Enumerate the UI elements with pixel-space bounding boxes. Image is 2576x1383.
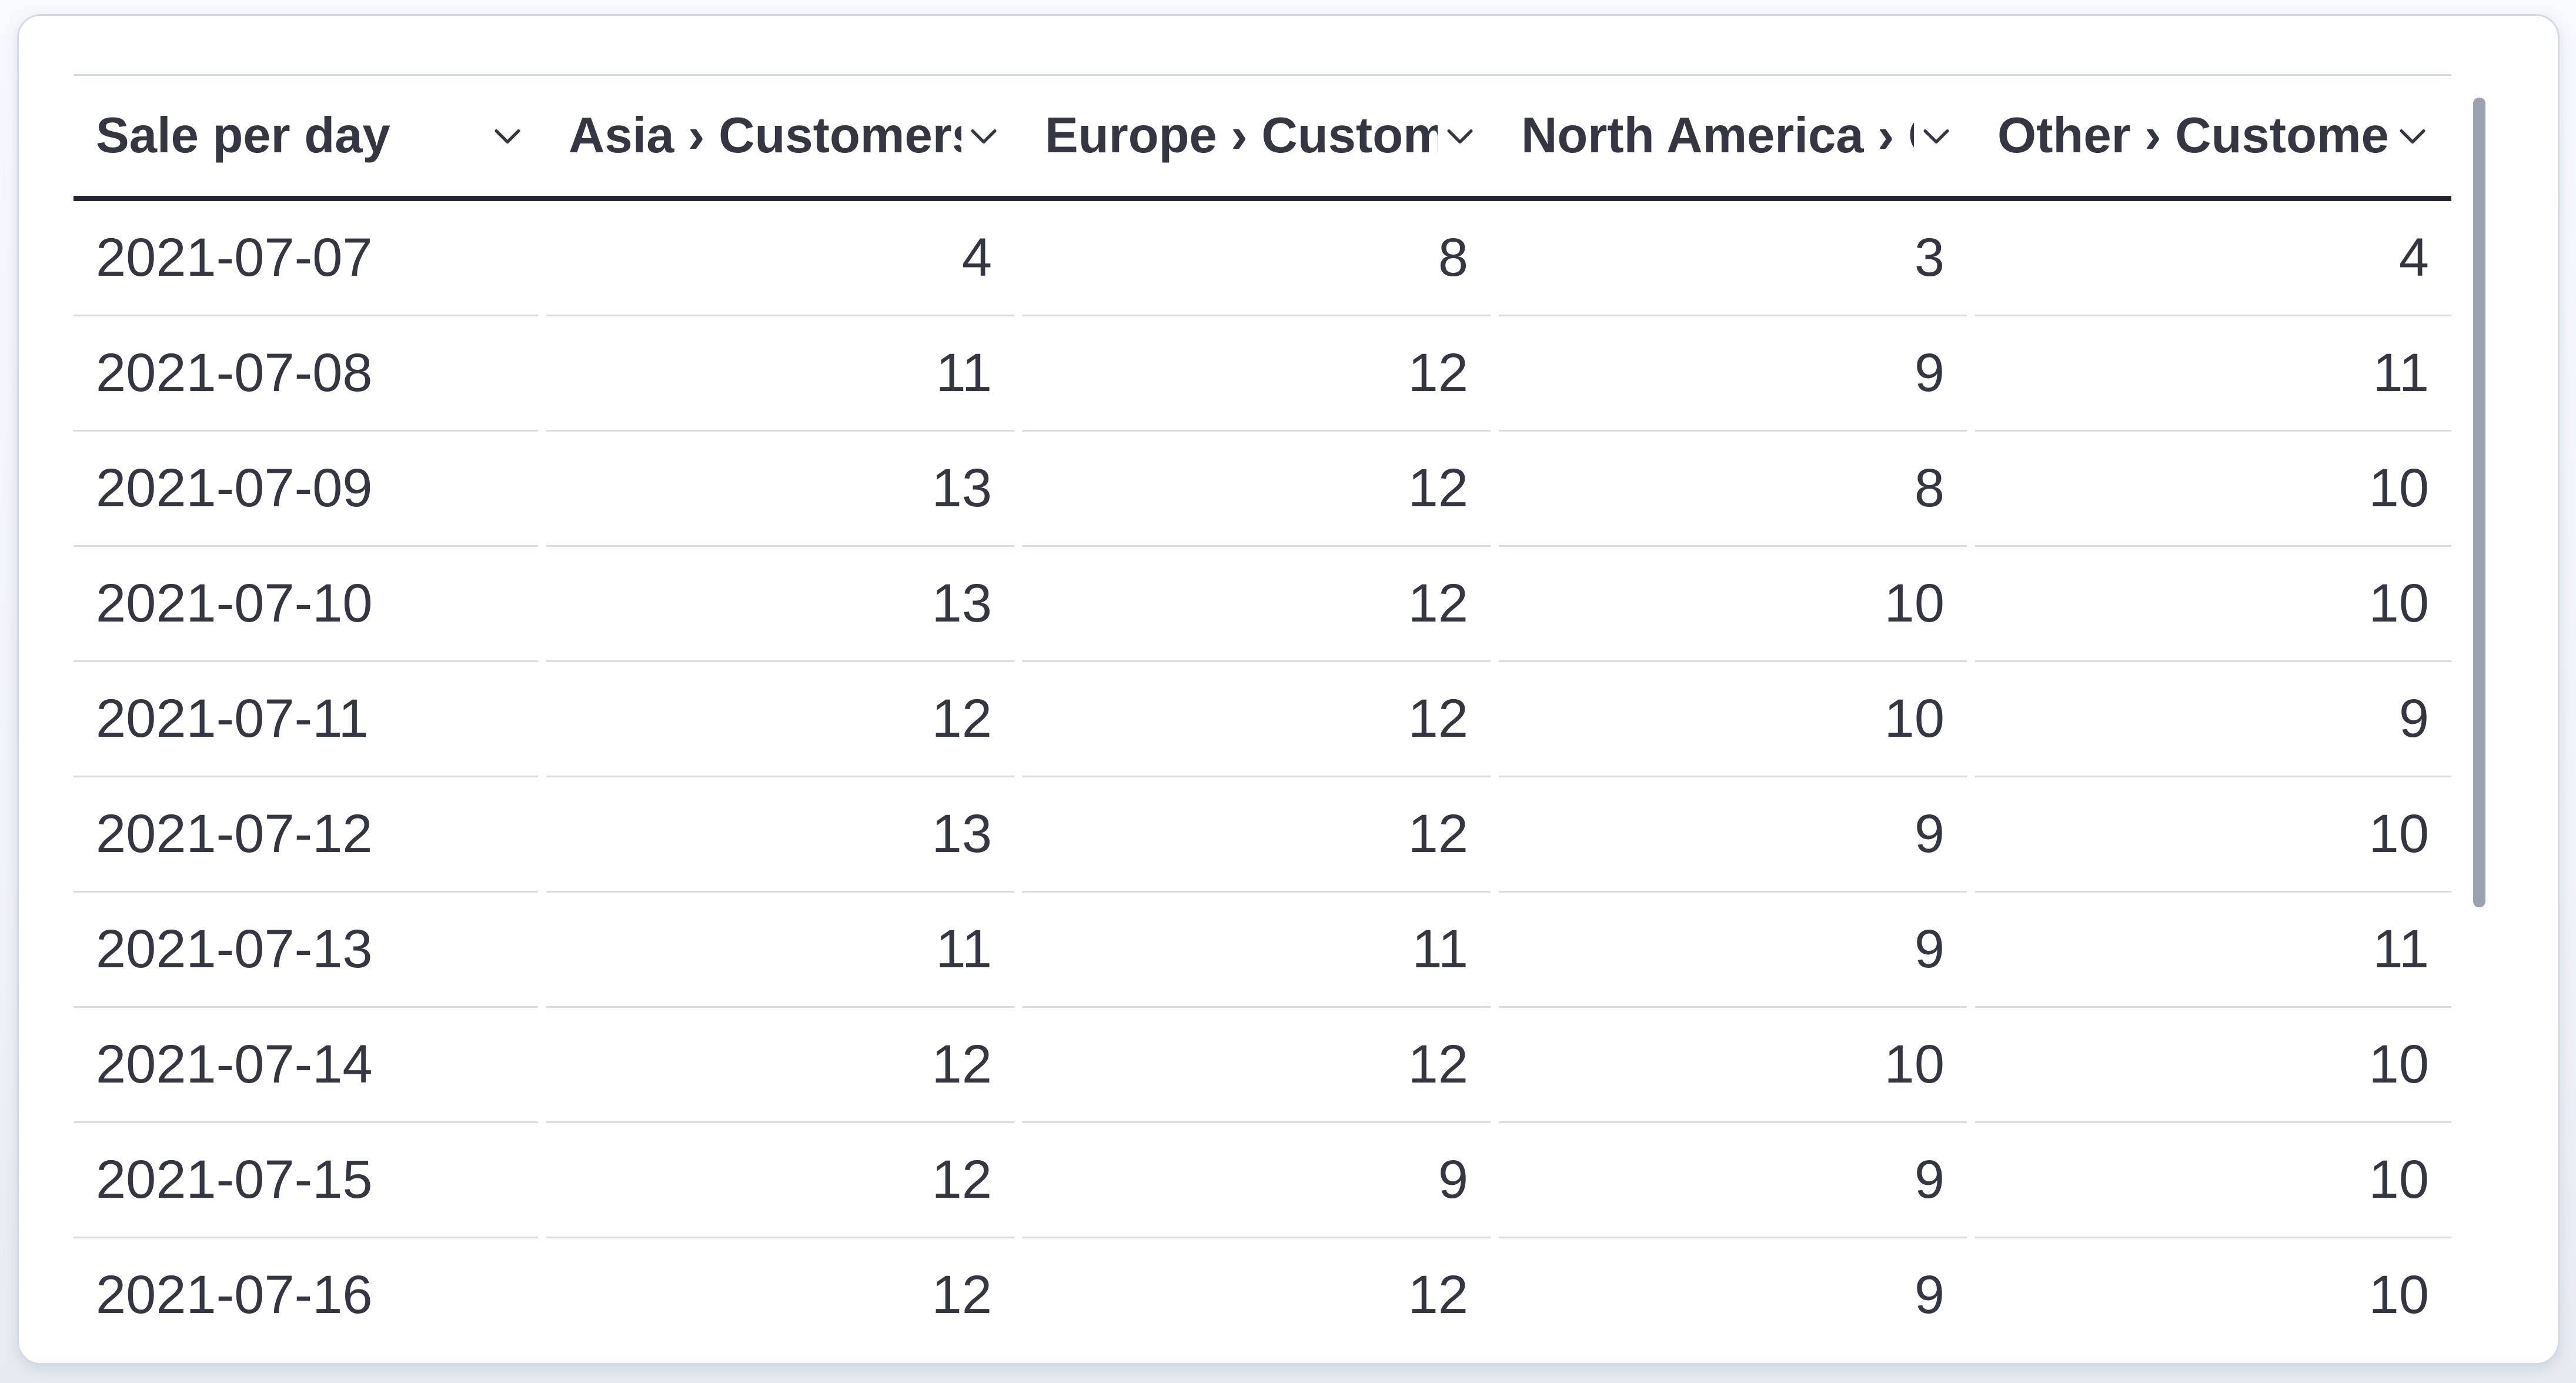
column-header-label: Other › Customers [1997, 108, 2390, 163]
value-cell: 12 [546, 1008, 1014, 1123]
date-cell: 2021-07-07 [73, 201, 538, 316]
table-row: 2021-07-08 11 12 9 11 [73, 316, 2451, 432]
table-body: 2021-07-07 4 8 3 4 2021-07-08 11 12 9 11 2021-07-0… [73, 201, 2451, 1348]
table-panel: Sale per day Asia › Customers Europe › C… [17, 14, 2560, 1365]
table-row: 2021-07-09 13 12 8 10 [73, 432, 2451, 547]
value-cell: 12 [546, 1238, 1014, 1348]
date-cell: 2021-07-16 [73, 1238, 538, 1348]
table-row: 2021-07-13 11 11 9 11 [73, 893, 2451, 1008]
value-cell: 10 [1975, 1238, 2451, 1348]
table-scroll-viewport[interactable]: Sale per day Asia › Customers Europe › C… [73, 74, 2451, 1348]
table-row: 2021-07-11 12 12 10 9 [73, 662, 2451, 777]
date-cell: 2021-07-14 [73, 1008, 538, 1123]
value-cell: 4 [1975, 201, 2451, 316]
value-cell: 9 [1499, 1123, 1967, 1238]
value-cell: 12 [546, 1123, 1014, 1238]
column-header-sale-per-day[interactable]: Sale per day [73, 76, 546, 196]
column-header-other-customers[interactable]: Other › Customers [1975, 76, 2451, 196]
chevron-down-icon [1447, 129, 1473, 144]
value-cell: 11 [546, 893, 1014, 1008]
value-cell: 12 [546, 662, 1014, 777]
value-cell: 13 [546, 547, 1014, 662]
date-cell: 2021-07-10 [73, 547, 538, 662]
value-cell: 13 [546, 777, 1014, 893]
value-cell: 3 [1499, 201, 1967, 316]
value-cell: 10 [1975, 777, 2451, 893]
value-cell: 12 [1023, 432, 1491, 547]
chevron-down-icon [495, 129, 520, 144]
table-row: 2021-07-16 12 12 9 10 [73, 1238, 2451, 1348]
value-cell: 11 [1975, 316, 2451, 432]
table-row: 2021-07-15 12 9 9 10 [73, 1123, 2451, 1238]
value-cell: 4 [546, 201, 1014, 316]
chevron-down-icon [2400, 129, 2425, 144]
value-cell: 12 [1023, 1008, 1491, 1123]
date-cell: 2021-07-11 [73, 662, 538, 777]
value-cell: 12 [1023, 662, 1491, 777]
table-header-row: Sale per day Asia › Customers Europe › C… [73, 74, 2451, 201]
table-row: 2021-07-12 13 12 9 10 [73, 777, 2451, 893]
table-row: 2021-07-14 12 12 10 10 [73, 1008, 2451, 1123]
value-cell: 9 [1975, 662, 2451, 777]
table-row: 2021-07-10 13 12 10 10 [73, 547, 2451, 662]
value-cell: 8 [1023, 201, 1491, 316]
value-cell: 11 [1023, 893, 1491, 1008]
value-cell: 10 [1499, 547, 1967, 662]
value-cell: 10 [1975, 432, 2451, 547]
value-cell: 9 [1023, 1123, 1491, 1238]
column-header-label: Asia › Customers [569, 108, 961, 163]
date-cell: 2021-07-08 [73, 316, 538, 432]
value-cell: 11 [1975, 893, 2451, 1008]
value-cell: 12 [1023, 1238, 1491, 1348]
value-cell: 13 [546, 432, 1014, 547]
column-header-label: Sale per day [96, 108, 390, 163]
value-cell: 9 [1499, 777, 1967, 893]
value-cell: 11 [546, 316, 1014, 432]
chevron-down-icon [971, 129, 997, 144]
value-cell: 12 [1023, 777, 1491, 893]
value-cell: 10 [1499, 1008, 1967, 1123]
column-header-europe-customers[interactable]: Europe › Customers [1023, 76, 1499, 196]
value-cell: 10 [1975, 547, 2451, 662]
column-header-north-america-customers[interactable]: North America › Customers [1499, 76, 1975, 196]
value-cell: 12 [1023, 316, 1491, 432]
date-cell: 2021-07-15 [73, 1123, 538, 1238]
date-cell: 2021-07-13 [73, 893, 538, 1008]
chevron-down-icon [1923, 129, 1949, 144]
vertical-scrollbar-thumb[interactable] [2473, 98, 2485, 907]
value-cell: 12 [1023, 547, 1491, 662]
value-cell: 9 [1499, 1238, 1967, 1348]
column-header-label: Europe › Customers [1045, 108, 1438, 163]
value-cell: 8 [1499, 432, 1967, 547]
table-row: 2021-07-07 4 8 3 4 [73, 201, 2451, 316]
value-cell: 9 [1499, 316, 1967, 432]
value-cell: 10 [1975, 1123, 2451, 1238]
date-cell: 2021-07-12 [73, 777, 538, 893]
column-header-asia-customers[interactable]: Asia › Customers [546, 76, 1023, 196]
column-header-label: North America › Customers [1521, 108, 1914, 163]
value-cell: 9 [1499, 893, 1967, 1008]
value-cell: 10 [1975, 1008, 2451, 1123]
date-cell: 2021-07-09 [73, 432, 538, 547]
value-cell: 10 [1499, 662, 1967, 777]
